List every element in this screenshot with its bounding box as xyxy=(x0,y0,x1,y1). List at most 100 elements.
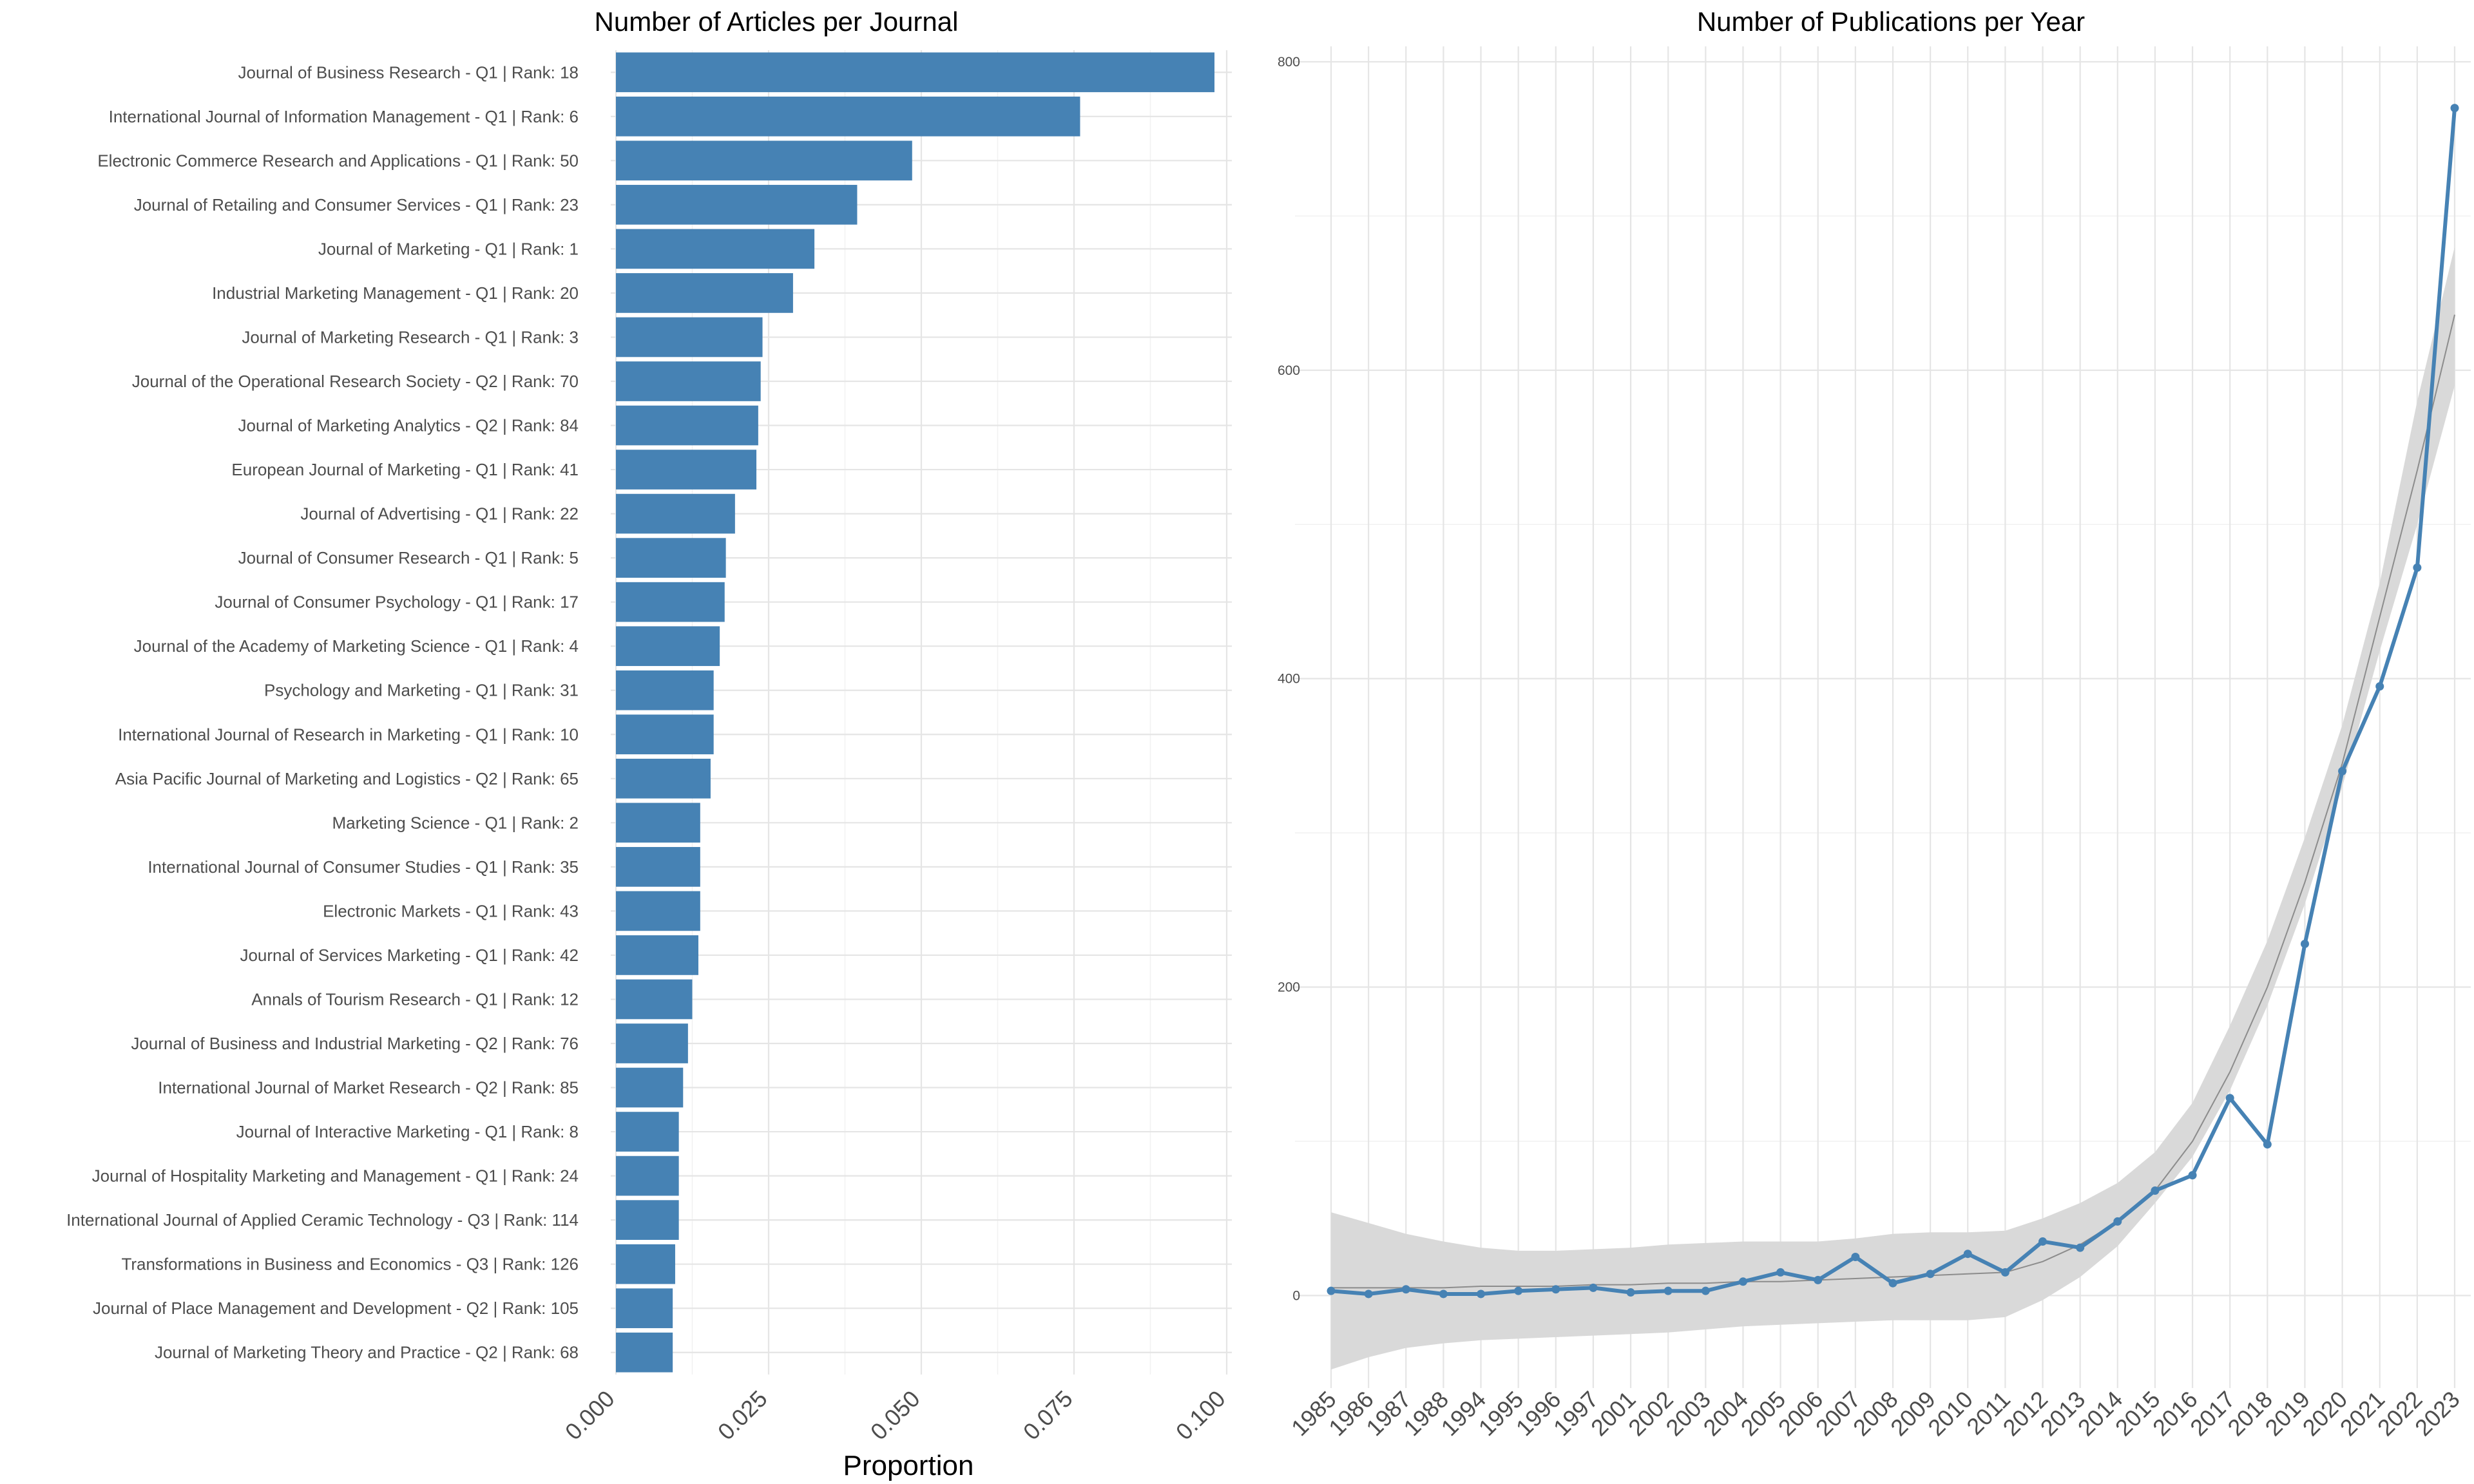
category-label: International Journal of Market Research… xyxy=(158,1078,579,1098)
category-label: Journal of Advertising - Q1 | Rank: 22 xyxy=(300,504,579,524)
data-point xyxy=(2450,104,2459,113)
data-point xyxy=(2375,682,2384,691)
data-point xyxy=(2300,939,2309,948)
bar xyxy=(616,1112,679,1152)
y-tick-label: 0 xyxy=(1292,1288,1300,1303)
data-point xyxy=(1364,1289,1373,1298)
data-point xyxy=(1776,1268,1785,1277)
data-point xyxy=(1738,1277,1747,1286)
category-label: Journal of Retailing and Consumer Servic… xyxy=(134,195,579,214)
y-tick-label: 200 xyxy=(1278,980,1300,994)
confidence-band xyxy=(1331,247,2455,1370)
data-point xyxy=(1327,1286,1336,1295)
category-label: Journal of the Academy of Marketing Scie… xyxy=(134,636,579,656)
line-chart-points xyxy=(1327,104,2459,1298)
data-point xyxy=(1551,1285,1560,1294)
bar xyxy=(616,140,912,181)
category-label: Journal of Services Marketing - Q1 | Ran… xyxy=(240,946,579,965)
bar xyxy=(616,891,700,931)
data-point xyxy=(2076,1243,2085,1252)
data-point xyxy=(1963,1250,1972,1259)
bar xyxy=(616,273,793,313)
category-label: Asia Pacific Journal of Marketing and Lo… xyxy=(115,769,579,788)
bar xyxy=(616,405,758,446)
category-label: Transformations in Business and Economic… xyxy=(121,1255,579,1274)
bar xyxy=(616,670,714,710)
category-label: Journal of Consumer Research - Q1 | Rank… xyxy=(238,548,579,567)
bar xyxy=(616,96,1080,137)
data-point xyxy=(1888,1279,1897,1288)
category-label: Journal of Place Management and Developm… xyxy=(93,1298,579,1318)
data-point xyxy=(2038,1237,2047,1246)
bar-chart-gridlines xyxy=(611,50,1232,1375)
bar xyxy=(616,847,700,887)
data-point xyxy=(1851,1252,1860,1261)
data-point xyxy=(2113,1217,2122,1226)
category-label: Psychology and Marketing - Q1 | Rank: 31 xyxy=(264,681,579,700)
bar xyxy=(616,714,714,755)
data-point xyxy=(1664,1286,1673,1295)
bar xyxy=(616,1067,684,1108)
category-label: International Journal of Information Man… xyxy=(109,107,579,126)
bar xyxy=(616,1244,675,1284)
category-label: Electronic Commerce Research and Applica… xyxy=(97,151,579,170)
bar xyxy=(616,1023,688,1063)
bar-chart: Number of Articles per Journal Journal o… xyxy=(66,6,1232,1481)
category-label: Journal of Business and Industrial Marke… xyxy=(131,1034,579,1053)
category-label: Electronic Markets - Q1 | Rank: 43 xyxy=(323,901,579,920)
data-point xyxy=(2338,766,2347,775)
data-point xyxy=(1514,1286,1523,1295)
bar xyxy=(616,626,720,667)
category-label: International Journal of Applied Ceramic… xyxy=(66,1210,579,1230)
bar xyxy=(616,185,858,225)
line-chart-trend-line xyxy=(1331,314,2455,1289)
bar xyxy=(616,361,761,401)
category-label: Journal of Interactive Marketing - Q1 | … xyxy=(236,1122,579,1141)
category-label: Annals of Tourism Research - Q1 | Rank: … xyxy=(251,989,579,1009)
data-point xyxy=(2263,1140,2272,1149)
data-point xyxy=(2000,1268,2009,1277)
line-chart: Number of Publications per Year 0 200 400 6… xyxy=(1278,6,2471,1441)
category-label: Journal of the Operational Research Soci… xyxy=(132,372,579,391)
data-point xyxy=(1401,1285,1410,1294)
data-point xyxy=(1626,1288,1635,1297)
line-chart-confidence-band xyxy=(1331,247,2455,1370)
bar xyxy=(616,979,693,1020)
data-point xyxy=(2188,1171,2197,1180)
bar-chart-title: Number of Articles per Journal xyxy=(595,6,959,37)
y-tick-label: 600 xyxy=(1278,363,1300,378)
data-point xyxy=(1926,1270,1935,1279)
bar xyxy=(616,493,735,534)
category-label: Marketing Science - Q1 | Rank: 2 xyxy=(332,813,579,832)
bar-chart-category-labels: Journal of Business Research - Q1 | Rank… xyxy=(66,62,579,1362)
category-label: European Journal of Marketing - Q1 | Ran… xyxy=(231,460,579,479)
bar xyxy=(616,582,725,622)
y-tick-label: 800 xyxy=(1278,55,1300,70)
bar xyxy=(616,450,757,490)
category-label: Journal of Consumer Psychology - Q1 | Ra… xyxy=(215,593,579,612)
data-point xyxy=(1477,1289,1486,1298)
data-point xyxy=(2151,1186,2160,1195)
bar xyxy=(616,803,700,843)
category-label: Industrial Marketing Management - Q1 | R… xyxy=(212,283,579,303)
bar xyxy=(616,1200,679,1240)
category-label: Journal of Marketing Theory and Practice… xyxy=(155,1343,579,1362)
bar xyxy=(616,758,711,799)
bar xyxy=(616,229,815,269)
line-chart-gridlines xyxy=(1295,46,2471,1388)
y-tick-label: 400 xyxy=(1278,672,1300,687)
data-point xyxy=(1439,1289,1448,1298)
bar xyxy=(616,1288,673,1329)
line-chart-title: Number of Publications per Year xyxy=(1697,6,2085,37)
bar-chart-x-axis-title: Proportion xyxy=(843,1450,973,1481)
line-chart-y-tick-labels: 0 200 400 600 800 xyxy=(1278,55,1300,1303)
bar xyxy=(616,935,698,975)
data-point xyxy=(2413,563,2422,572)
category-label: Journal of Hospitality Marketing and Man… xyxy=(92,1166,579,1186)
bar-chart-bars xyxy=(616,52,1215,1373)
category-label: International Journal of Research in Mar… xyxy=(118,725,579,744)
data-point xyxy=(1701,1286,1710,1295)
category-label: Journal of Business Research - Q1 | Rank… xyxy=(238,62,579,82)
bar xyxy=(616,52,1215,93)
